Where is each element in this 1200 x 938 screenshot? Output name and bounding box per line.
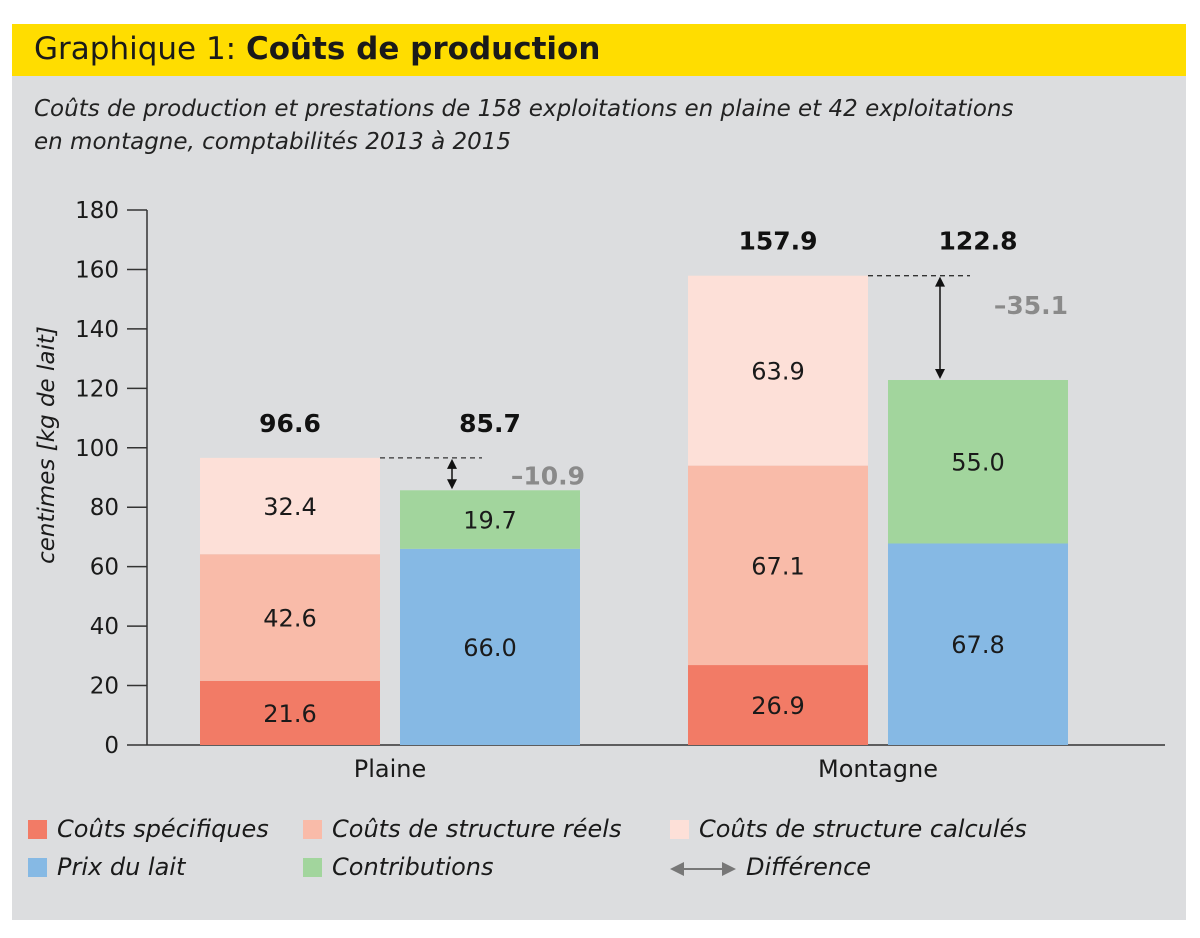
bar-segment-value-label: 55.0 [951, 449, 1004, 477]
legend-label-difference: Différence [746, 853, 872, 881]
bar-segment-value-label: 26.9 [751, 692, 804, 720]
group-montagne-cost-bar-segment-structure-reels [688, 465, 868, 666]
y-tick-label: 160 [75, 257, 119, 283]
legend-item-prix-du-lait: Prix du lait [28, 853, 185, 881]
bar-segment-value-label: 67.8 [951, 631, 1004, 659]
y-tick-label: 140 [75, 317, 119, 343]
difference-value-label: –35.1 [994, 291, 1068, 320]
bar-segment-value-label: 67.1 [751, 552, 804, 580]
y-axis-title: centimes [kg de lait] [34, 326, 60, 564]
subtitle-line-1: Coûts de production et prestations de 15… [34, 96, 1014, 122]
difference-arrow-head-top [447, 458, 457, 469]
legend-label-structure-calcules: Coûts de structure calculés [699, 815, 1027, 843]
difference-arrow-head-top [935, 276, 945, 287]
y-tick-label: 40 [90, 614, 119, 640]
y-tick-label: 180 [75, 198, 119, 224]
legend-label-prix-du-lait: Prix du lait [57, 853, 186, 881]
group-montagne-cost-bar-segment-structure-calcules [688, 275, 868, 466]
legend-item-structure-reels: Coûts de structure réels [303, 815, 621, 843]
legend-swatch-prix-du-lait [28, 858, 47, 877]
page-title: Graphique 1: Coûts de production [34, 31, 600, 67]
group-montagne-revenue-bar-segment-prix-du-lait [888, 543, 1068, 745]
y-tick-label: 80 [90, 495, 119, 521]
difference-arrow-head-bottom [447, 479, 457, 490]
group-montagne-revenue-bar-segment-contributions [888, 380, 1068, 544]
group-plaine-cost-bar-segment-structure-calcules [200, 457, 380, 555]
legend-item-couts-specifiques: Coûts spécifiques [28, 815, 269, 843]
legend-label-contributions: Contributions [332, 853, 494, 881]
bar-segment-value-label: 42.6 [263, 604, 316, 632]
legend-item-structure-calcules: Coûts de structure calculés [670, 815, 1027, 843]
bar-segment-value-label: 19.7 [463, 507, 516, 535]
y-tick-label: 100 [75, 436, 119, 462]
group-plaine-cost-bar-segment-couts-specifiques [200, 680, 380, 745]
legend-item-difference: Différence [670, 853, 871, 881]
cost-total-label: 157.9 [738, 227, 817, 256]
difference-arrow-head-bottom [935, 369, 945, 380]
legend-item-contributions: Contributions [303, 853, 494, 881]
bar-segment-value-label: 32.4 [263, 493, 316, 521]
y-tick-label: 120 [75, 376, 119, 402]
legend-label-structure-reels: Coûts de structure réels [332, 815, 622, 843]
group-plaine-revenue-bar-segment-contributions [400, 490, 580, 549]
title-bar: Graphique 1: Coûts de production [12, 24, 1186, 76]
x-category-label: Plaine [354, 755, 427, 783]
legend-label-couts-specifiques: Coûts spécifiques [57, 815, 269, 843]
double-arrow-icon [670, 862, 736, 876]
title-strong: Coûts de production [245, 31, 601, 67]
legend-swatch-structure-reels [303, 820, 322, 839]
group-plaine-revenue-bar-segment-prix-du-lait [400, 548, 580, 745]
legend-swatch-contributions [303, 858, 322, 877]
title-lead: Graphique 1: [34, 31, 246, 67]
bar-segment-value-label: 21.6 [263, 700, 316, 728]
revenue-total-label: 85.7 [459, 409, 521, 438]
group-plaine-cost-bar-segment-structure-reels [200, 554, 380, 681]
subtitle-line-2: en montagne, comptabilités 2013 à 2015 [34, 129, 512, 155]
x-category-label: Montagne [818, 755, 938, 783]
bar-segment-value-label: 66.0 [463, 634, 516, 662]
revenue-total-label: 122.8 [938, 227, 1017, 256]
y-tick-label: 60 [90, 555, 119, 581]
y-tick-label: 0 [104, 733, 119, 759]
bar-segment-value-label: 63.9 [751, 358, 804, 386]
chart-subtitle: Coûts de production et prestations de 15… [34, 93, 1134, 159]
group-montagne-cost-bar-segment-couts-specifiques [688, 665, 868, 745]
difference-value-label: –10.9 [511, 461, 585, 490]
y-tick-label: 20 [90, 674, 119, 700]
legend-swatch-couts-specifiques [28, 820, 47, 839]
legend-swatch-structure-calcules [670, 820, 689, 839]
cost-total-label: 96.6 [259, 409, 321, 438]
